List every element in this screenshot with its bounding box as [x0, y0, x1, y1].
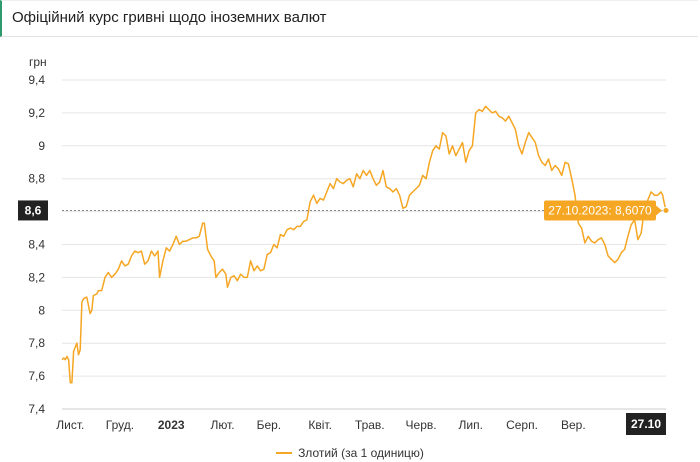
y-tick-label: 9 [38, 139, 45, 153]
y-tick-label: 8,8 [28, 172, 45, 186]
crosshair-x-badge [626, 413, 666, 435]
y-tick-label: 8,4 [28, 238, 45, 252]
y-tick-label: 7,8 [28, 336, 45, 350]
crosshair-point [662, 206, 670, 214]
x-tick-label: Серп. [506, 418, 538, 432]
x-tick-label: Бер. [257, 418, 282, 432]
x-tick-label: Трав. [355, 418, 385, 432]
legend-swatch [276, 451, 293, 454]
tooltip-arrow [656, 205, 662, 216]
tooltip-box [544, 200, 656, 221]
chart-header: Офіційний курс гривні щодо іноземних вал… [0, 0, 698, 37]
y-tick-label: 7,6 [28, 369, 45, 383]
x-tick-label: Черв. [406, 418, 437, 432]
crosshair-y-badge [18, 200, 48, 221]
y-tick-label: 9,2 [28, 106, 45, 120]
x-tick-label: Лип. [459, 418, 483, 432]
grid [62, 79, 666, 410]
y-tick-label: 8,2 [28, 270, 45, 284]
tooltip-text: 27.10.2023: 8,6070 [548, 203, 652, 217]
legend[interactable]: Злотий (за 1 одиницю) [0, 446, 700, 460]
series-line [61, 105, 667, 384]
y-axis-label: грн [29, 55, 47, 69]
y-tick-label: 8 [38, 303, 45, 317]
page-title: Офіційний курс гривні щодо іноземних вал… [12, 9, 327, 26]
x-axis-ticks: Лист. Груд. 2023 Лют. Бер. Квіт. Трав. Черв. Лип… [56, 418, 585, 432]
series-group [61, 105, 667, 384]
x-tick-label: Лют. [210, 418, 234, 432]
crosshair-x-label: 27.10 [631, 417, 661, 431]
y-axis-ticks: 9,4 9,2 9 8,8 8,6 8,4 8,2 8 7,8 7,6 7,4 [28, 73, 45, 416]
line-chart: 9,4 9,2 9 8,8 8,6 8,4 8,2 8 7,8 7,6 7,4 грн Лист. Г… [18, 55, 670, 435]
crosshair-y-label: 8,6 [25, 203, 42, 217]
x-tick-label: Вер. [561, 418, 586, 432]
y-tick-label: 7,4 [28, 402, 45, 416]
x-tick-label: Квіт. [308, 418, 332, 432]
x-tick-label: Груд. [106, 418, 134, 432]
legend-label: Злотий (за 1 одиницю) [298, 446, 424, 460]
x-tick-label: Лист. [56, 418, 84, 432]
y-tick-label: 9,4 [28, 73, 45, 87]
crosshair: 8,6 27.10 27.10.2023: 8,6070 [18, 200, 670, 435]
x-tick-label: 2023 [158, 418, 185, 432]
